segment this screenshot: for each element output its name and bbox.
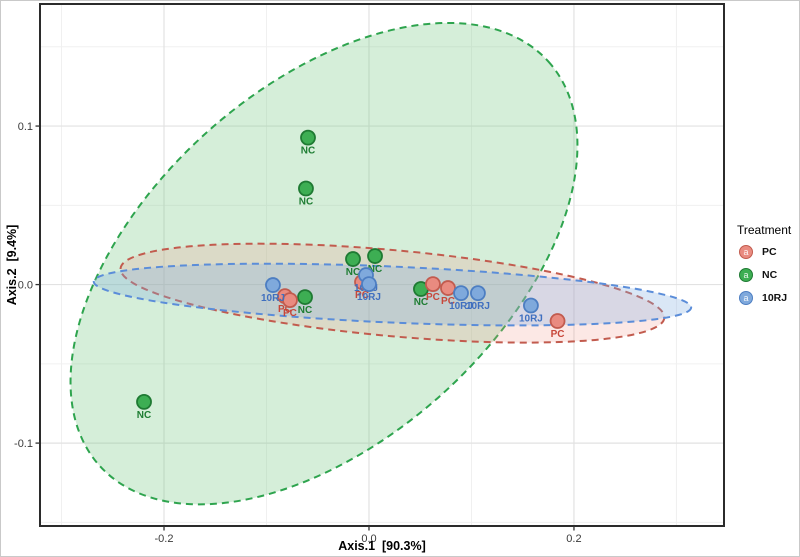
legend-item-pc: a PC: [739, 245, 799, 259]
10rj-point: [470, 285, 486, 302]
legend-label-pc: PC: [762, 246, 777, 258]
nc-point: [345, 251, 361, 267]
10rj-point: [453, 285, 469, 302]
y-tick-label: 0.1: [18, 121, 33, 133]
legend-label-nc: NC: [762, 269, 778, 281]
nc-point: [300, 129, 316, 146]
y-tick-label: -0.1: [14, 438, 33, 450]
pc-point-label: PC: [355, 290, 369, 301]
10rj-point: [523, 297, 539, 314]
nc-point: [367, 248, 383, 264]
legend-label-10rj: 10RJ: [762, 292, 788, 304]
pc-point-label: PC: [551, 329, 565, 340]
nc-point-label: NC: [299, 197, 313, 208]
nc-point-label: NC: [346, 267, 360, 278]
y-axis-title: Axis.2 [9.4%]: [5, 225, 19, 306]
10rj-point-label: 10RJ: [357, 292, 381, 303]
confidence-ellipses: [69, 21, 693, 506]
panel-border: [39, 3, 725, 527]
x-tick-label: 0.0: [361, 533, 376, 545]
pc-point-label: PC: [283, 308, 297, 319]
pc-point: [282, 292, 298, 309]
legend-title: Treatment: [737, 223, 792, 237]
10rj-point-label: 10RJ: [449, 301, 473, 312]
10rj-point-label: 10RJ: [466, 301, 490, 312]
10rj-point: [265, 277, 281, 293]
legend-item-10rj: a 10RJ: [739, 291, 799, 305]
x-axis-title: Axis.1 [90.3%]: [338, 539, 426, 553]
gridlines-major: [40, 4, 724, 526]
pc-point-icon: a: [739, 245, 753, 259]
nc-ellipse: [69, 21, 579, 506]
pc-point-label: PC: [278, 304, 292, 315]
plot-panel: [40, 4, 724, 526]
nc-point-label: NC: [137, 410, 151, 421]
nc-point-label: NC: [301, 146, 315, 157]
10rj-point-label: 10RJ: [261, 293, 285, 304]
rj10-point-icon: a: [739, 291, 753, 305]
gridlines-minor: [40, 4, 724, 526]
nc-point-label: NC: [298, 305, 312, 316]
10rj-ellipse: [92, 262, 693, 327]
10rj-point: [361, 276, 377, 293]
panel-border-rect: [39, 3, 725, 527]
10rj-point-label: 10RJ: [519, 314, 543, 325]
y-tick-label: 0.0: [18, 280, 33, 292]
nc-point: [298, 180, 314, 197]
legend-item-nc: a NC: [739, 268, 799, 282]
x-tick-label: -0.2: [155, 533, 174, 545]
pc-point: [425, 276, 441, 293]
pc-point: [549, 313, 566, 329]
pc-point-label: PC: [426, 292, 440, 303]
pc-point: [440, 280, 456, 296]
legend: Treatment a PC a NC a 10RJ: [737, 223, 799, 314]
axis-ticks: -0.2 0.0 0.2 0.1 0.0 -0.1: [14, 121, 582, 545]
nc-point: [297, 289, 313, 305]
nc-point-icon: a: [739, 268, 753, 282]
nc-point: [136, 393, 152, 410]
pc-point-label: PC: [441, 296, 455, 307]
nc-point-label: NC: [368, 264, 382, 275]
nc-point-label: NC: [414, 297, 428, 308]
panel-background: [40, 4, 724, 526]
x-tick-label: 0.2: [566, 533, 581, 545]
